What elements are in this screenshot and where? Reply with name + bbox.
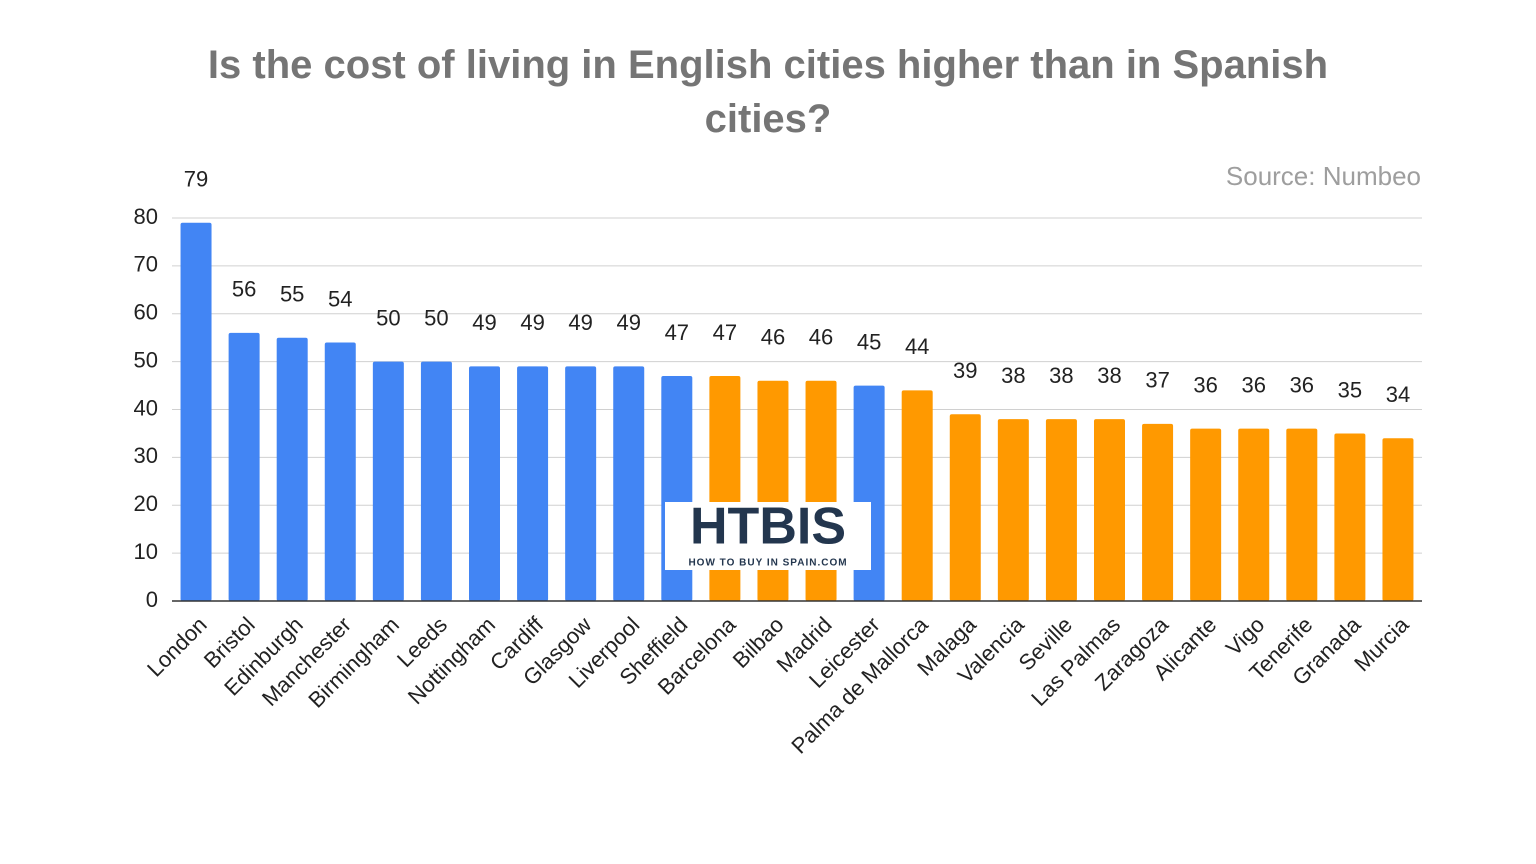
bar <box>228 332 260 601</box>
bar <box>565 366 597 601</box>
data-label: 39 <box>953 358 977 383</box>
data-label: 47 <box>713 320 737 345</box>
bar <box>1382 438 1414 601</box>
bar <box>180 222 212 601</box>
data-label: 35 <box>1338 377 1362 402</box>
data-label: 38 <box>1001 363 1025 388</box>
data-label: 37 <box>1145 368 1169 393</box>
x-tick-label: London <box>142 612 212 682</box>
data-label: 38 <box>1097 363 1121 388</box>
bar <box>613 366 645 601</box>
data-label: 49 <box>616 310 640 335</box>
bar <box>1094 419 1125 601</box>
y-tick-label: 10 <box>134 539 158 564</box>
watermark-text: HTBIS <box>690 498 846 556</box>
data-label: 46 <box>809 325 833 350</box>
data-label: 55 <box>280 282 304 307</box>
y-tick-label: 0 <box>146 587 158 612</box>
source-note: Source: Numbeo <box>1226 161 1421 191</box>
watermark: HTBIS HOW TO BUY IN SPAIN.COM <box>665 498 871 570</box>
data-label: 47 <box>665 320 689 345</box>
data-label: 46 <box>761 325 785 350</box>
bar <box>517 366 549 601</box>
bar <box>1045 419 1077 601</box>
y-tick-label: 30 <box>134 443 158 468</box>
y-tick-label: 50 <box>134 347 158 372</box>
bar <box>1334 433 1366 601</box>
bar <box>1190 428 1222 601</box>
y-tick-label: 20 <box>134 491 158 516</box>
chart-title: Is the cost of living in English cities … <box>207 43 1329 141</box>
data-label: 49 <box>568 310 592 335</box>
data-label: 36 <box>1241 372 1265 397</box>
data-label: 56 <box>232 277 256 302</box>
y-tick-label: 40 <box>134 395 158 420</box>
data-label: 38 <box>1049 363 1073 388</box>
bar <box>997 419 1029 601</box>
bar <box>1142 423 1174 601</box>
bar <box>1286 428 1318 601</box>
bar <box>901 390 933 601</box>
bar <box>420 361 452 601</box>
y-tick-label: 80 <box>134 204 158 229</box>
data-label: 34 <box>1386 382 1410 407</box>
bar <box>276 337 308 601</box>
data-label: 36 <box>1290 372 1314 397</box>
bar <box>1238 428 1270 601</box>
bar <box>949 414 981 601</box>
y-tick-label: 60 <box>134 300 158 325</box>
bar <box>324 342 356 601</box>
data-label: 50 <box>376 305 400 330</box>
x-tick-label: Murcia <box>1349 611 1414 676</box>
data-label: 36 <box>1193 372 1217 397</box>
data-label: 54 <box>328 286 352 311</box>
bar <box>372 361 404 601</box>
y-tick-label: 70 <box>134 252 158 277</box>
data-label: 49 <box>472 310 496 335</box>
watermark-bg <box>665 502 871 570</box>
data-label: 50 <box>424 305 448 330</box>
data-label: 45 <box>857 329 881 354</box>
data-label: 49 <box>520 310 544 335</box>
data-label: 79 <box>184 167 208 192</box>
data-label: 44 <box>905 334 929 359</box>
bar <box>469 366 500 601</box>
watermark-subtext: HOW TO BUY IN SPAIN.COM <box>688 558 847 569</box>
